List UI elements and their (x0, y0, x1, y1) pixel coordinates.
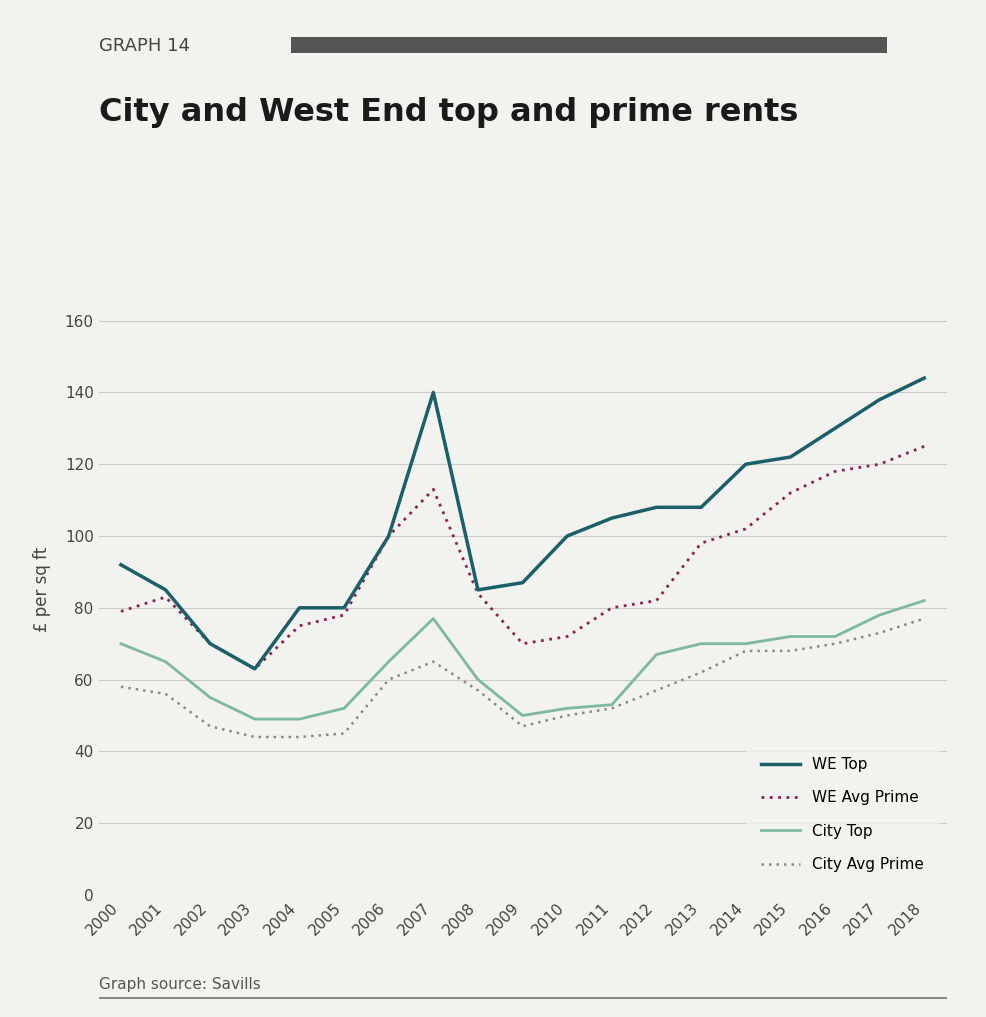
City Top (472, 673, 484, 685)
WE Top (204, 638, 216, 650)
WE Avg Prime (427, 483, 439, 495)
City Top (383, 656, 394, 668)
City Avg Prime (651, 684, 663, 697)
Legend: WE Top, WE Avg Prime, City Top, City Avg Prime: WE Top, WE Avg Prime, City Top, City Avg… (746, 741, 939, 887)
City Top (606, 699, 618, 711)
WE Top (606, 512, 618, 524)
City Avg Prime (918, 612, 930, 624)
City Top (427, 612, 439, 624)
WE Avg Prime (740, 523, 751, 535)
City Top (204, 692, 216, 704)
WE Top (695, 501, 707, 514)
City Avg Prime (294, 731, 306, 743)
City Top (651, 649, 663, 661)
WE Avg Prime (338, 609, 350, 621)
WE Avg Prime (829, 466, 841, 478)
City Avg Prime (160, 687, 172, 700)
WE Top (561, 530, 573, 542)
WE Top (427, 386, 439, 399)
City Avg Prime (472, 684, 484, 697)
City Top (160, 656, 172, 668)
WE Avg Prime (517, 638, 528, 650)
City Avg Prime (248, 731, 260, 743)
Text: Graph source: Savills: Graph source: Savills (99, 976, 260, 992)
Y-axis label: £ per sq ft: £ per sq ft (33, 547, 51, 633)
City Avg Prime (383, 673, 394, 685)
Line: City Avg Prime: City Avg Prime (121, 618, 924, 737)
City Avg Prime (338, 727, 350, 739)
City Top (874, 609, 885, 621)
City Top (517, 710, 528, 722)
WE Avg Prime (204, 638, 216, 650)
City Top (918, 595, 930, 607)
WE Avg Prime (248, 663, 260, 675)
WE Top (294, 602, 306, 614)
City Avg Prime (517, 720, 528, 732)
WE Avg Prime (561, 631, 573, 643)
WE Top (740, 458, 751, 470)
City Top (115, 638, 127, 650)
City Top (338, 702, 350, 714)
WE Top (874, 394, 885, 406)
City Avg Prime (785, 645, 797, 657)
WE Top (472, 584, 484, 596)
City Avg Prime (740, 645, 751, 657)
City Top (695, 638, 707, 650)
WE Avg Prime (606, 602, 618, 614)
City Top (561, 702, 573, 714)
WE Top (383, 530, 394, 542)
City Avg Prime (561, 710, 573, 722)
WE Avg Prime (294, 619, 306, 632)
WE Top (115, 558, 127, 571)
WE Avg Prime (651, 595, 663, 607)
Line: City Top: City Top (121, 601, 924, 719)
WE Avg Prime (115, 605, 127, 617)
WE Top (785, 451, 797, 463)
City Avg Prime (695, 666, 707, 678)
Line: WE Avg Prime: WE Avg Prime (121, 446, 924, 669)
WE Avg Prime (918, 440, 930, 453)
WE Top (517, 577, 528, 589)
WE Top (160, 584, 172, 596)
WE Top (918, 372, 930, 384)
City Top (294, 713, 306, 725)
City Avg Prime (204, 720, 216, 732)
Text: GRAPH 14: GRAPH 14 (99, 37, 189, 55)
City Avg Prime (829, 638, 841, 650)
City Avg Prime (874, 626, 885, 639)
City Avg Prime (427, 656, 439, 668)
WE Top (248, 663, 260, 675)
WE Avg Prime (472, 588, 484, 600)
WE Avg Prime (874, 458, 885, 470)
City Top (248, 713, 260, 725)
WE Avg Prime (160, 591, 172, 603)
WE Top (338, 602, 350, 614)
WE Avg Prime (383, 530, 394, 542)
WE Top (829, 422, 841, 434)
Text: City and West End top and prime rents: City and West End top and prime rents (99, 97, 798, 127)
City Avg Prime (606, 702, 618, 714)
WE Top (651, 501, 663, 514)
WE Avg Prime (785, 487, 797, 499)
City Avg Prime (115, 680, 127, 693)
City Top (785, 631, 797, 643)
Line: WE Top: WE Top (121, 378, 924, 669)
City Top (829, 631, 841, 643)
WE Avg Prime (695, 537, 707, 549)
City Top (740, 638, 751, 650)
